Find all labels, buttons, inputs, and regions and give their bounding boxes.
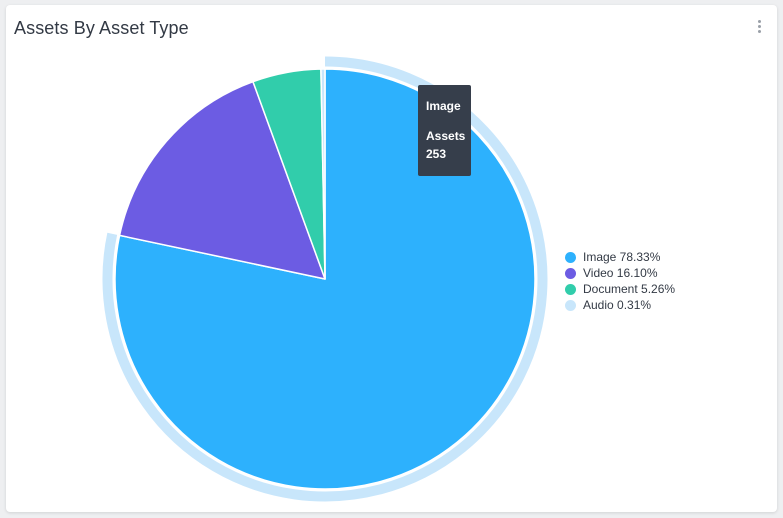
- tooltip-label: Assets: [426, 129, 466, 143]
- chart-tooltip: Image Assets 253: [418, 85, 471, 176]
- vertical-ellipsis-icon: [757, 20, 761, 33]
- legend-label: Audio 0.31%: [583, 298, 652, 312]
- chart-card: Assets By Asset Type Image 78.33% Video 1…: [6, 5, 777, 512]
- legend-item-document[interactable]: Document 5.26%: [565, 281, 675, 297]
- legend-label: Video 16.10%: [583, 266, 658, 280]
- tooltip-title: Image: [426, 99, 461, 113]
- legend-item-image[interactable]: Image 78.33%: [565, 249, 675, 265]
- widget-title: Assets By Asset Type: [14, 18, 189, 38]
- legend-item-video[interactable]: Video 16.10%: [565, 265, 675, 281]
- widget-menu-button[interactable]: [752, 17, 766, 35]
- legend-item-audio[interactable]: Audio 0.31%: [565, 297, 675, 313]
- legend-label: Document 5.26%: [583, 282, 676, 296]
- chart-legend: Image 78.33% Video 16.10% Document 5.26% Au…: [565, 249, 675, 313]
- pie-slice-audio[interactable]: [320, 68, 326, 280]
- legend-marker-icon: [565, 283, 576, 295]
- tooltip-value: 253: [426, 147, 447, 161]
- legend-marker-icon: [565, 267, 576, 279]
- pie-slice-video[interactable]: [118, 80, 326, 280]
- legend-label: Image 78.33%: [583, 250, 661, 264]
- legend-marker-icon: [565, 251, 576, 263]
- pie-slice-hover-halo: [102, 56, 548, 502]
- legend-marker-icon: [565, 299, 576, 311]
